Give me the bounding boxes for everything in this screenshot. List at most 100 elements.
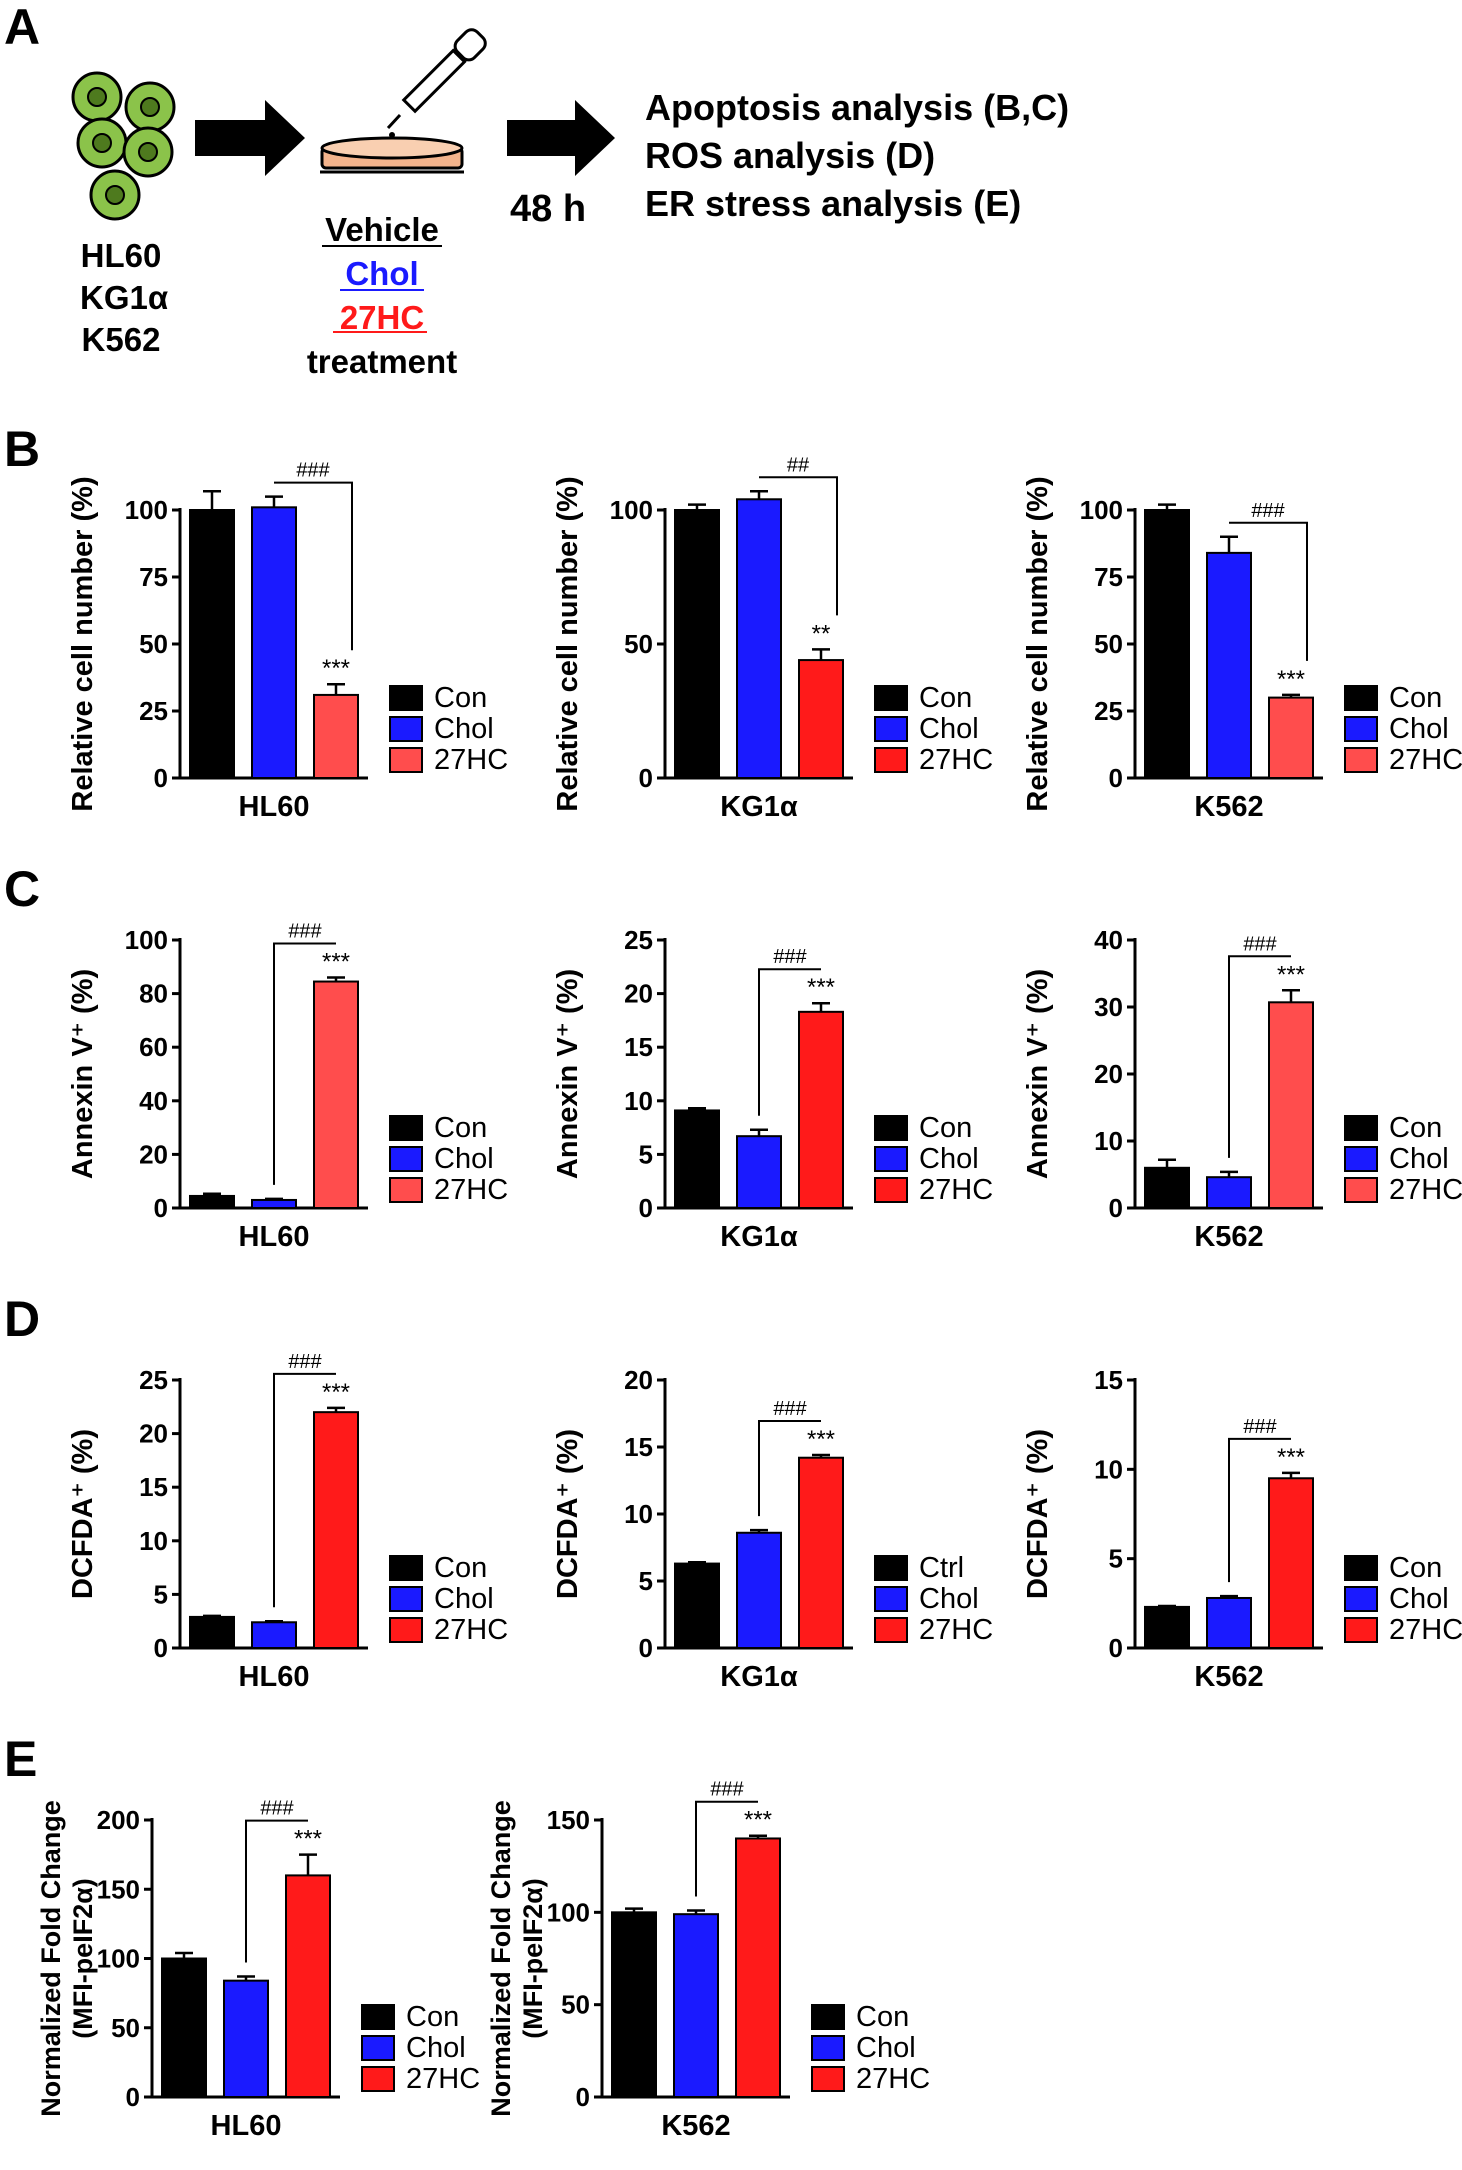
- chart-b-kg1a: Relative cell number (%) 0 50 100 KG1α ** ## Co…: [552, 454, 993, 823]
- panel-letter-c: C: [4, 861, 41, 917]
- y-tick-label: 0: [1109, 1193, 1123, 1223]
- chart-c-k562: Annexin V⁺ (%) 0 10 20 30 40 K562 ***### ConChol…: [1022, 925, 1462, 1253]
- bar-27hc: [798, 659, 844, 779]
- significance-hash: ###: [1251, 500, 1285, 522]
- legend-swatch: [361, 2004, 395, 2030]
- significance-stars: ***: [322, 655, 350, 682]
- y-axis-label: (MFI-peIF2α): [518, 1878, 548, 2039]
- bar-27hc: [735, 1837, 781, 2098]
- bar-chol: [1206, 1176, 1252, 1209]
- bar-27hc: [313, 1411, 359, 1649]
- y-axis-label: DCFDA⁺ (%): [552, 1429, 584, 1599]
- legend-label: Con: [434, 1112, 487, 1144]
- experiment-schema: [71, 28, 615, 333]
- legend-label: Chol: [919, 1143, 979, 1175]
- x-axis-label: KG1α: [720, 1221, 798, 1253]
- y-tick-label: 0: [639, 1193, 653, 1223]
- significance-bracket: [245, 1819, 308, 1963]
- x-axis-label: HL60: [239, 791, 310, 823]
- legend-swatch: [874, 1586, 908, 1612]
- legend-label: 27HC: [1389, 1174, 1462, 1206]
- y-axis-label: Relative cell number (%): [552, 476, 584, 811]
- legend-swatch: [811, 2004, 845, 2030]
- legend-label: 27HC: [919, 1174, 993, 1206]
- analysis-item: ROS analysis (D): [645, 135, 936, 176]
- significance-stars: ***: [807, 974, 835, 1001]
- x-axis-label: K562: [661, 2110, 730, 2142]
- y-tick-label: 15: [624, 1032, 653, 1062]
- significance-hash: ###: [296, 460, 330, 482]
- y-tick-label: 50: [139, 629, 168, 659]
- legend-swatch: [389, 716, 423, 742]
- legend-swatch: [361, 2066, 395, 2092]
- y-tick-label: 20: [624, 979, 653, 1009]
- chart-c-kg1a: Annexin V⁺ (%) 0 5 10 15 20 25 KG1α ***### ConCho…: [552, 925, 993, 1253]
- legend-label: 27HC: [919, 744, 993, 776]
- significance-stars: ***: [807, 1426, 835, 1453]
- y-tick-label: 150: [547, 1805, 590, 1835]
- y-tick-label: 75: [139, 562, 168, 592]
- bar-chol: [736, 498, 782, 780]
- significance-bracket: [1229, 521, 1308, 661]
- legend-swatch: [874, 716, 908, 742]
- y-tick-label: 15: [139, 1472, 168, 1502]
- significance-bracket: [695, 1800, 758, 1897]
- y-tick-label: 5: [1109, 1544, 1123, 1574]
- x-axis-label: HL60: [239, 1661, 310, 1693]
- bar-con: [1144, 1605, 1190, 1650]
- bar-chol: [251, 1198, 297, 1209]
- chart-e-k562: Normalized Fold Change (MFI-peIF2α) 0 50 100…: [486, 1779, 930, 2142]
- y-tick-label: 10: [1094, 1126, 1123, 1156]
- bar-chol: [736, 1135, 782, 1209]
- bar-con: [189, 1194, 235, 1210]
- panel-letter-b: B: [4, 421, 41, 477]
- bar-chol: [1206, 1596, 1252, 1649]
- x-axis-label: K562: [1194, 791, 1263, 823]
- legend-label: Chol: [1389, 713, 1449, 745]
- dropper-icon: [386, 28, 487, 138]
- bar-con: [1144, 1166, 1190, 1209]
- legend-swatch: [874, 747, 908, 773]
- bar-chol: [251, 1621, 297, 1650]
- y-axis-label: Relative cell number (%): [67, 476, 99, 811]
- legend-label: 27HC: [434, 1174, 508, 1206]
- significance-bracket: [273, 942, 336, 1185]
- legend-label: 27HC: [856, 2063, 930, 2095]
- legend-swatch: [389, 1586, 423, 1612]
- x-axis-label: KG1α: [720, 791, 798, 823]
- significance-stars: ***: [1277, 961, 1305, 988]
- significance-bracket: [274, 481, 353, 651]
- legend-swatch: [874, 1555, 908, 1581]
- legend-label: Chol: [434, 713, 494, 745]
- y-tick-label: 80: [139, 979, 168, 1009]
- legend-swatch: [874, 1146, 908, 1172]
- bar-con: [611, 1911, 657, 2098]
- legend-label: Con: [1389, 682, 1442, 714]
- y-tick-label: 30: [1094, 992, 1123, 1022]
- bar-con: [189, 509, 235, 779]
- legend-swatch: [389, 1617, 423, 1643]
- legend-swatch: [1344, 1617, 1378, 1643]
- y-tick-label: 60: [139, 1032, 168, 1062]
- y-tick-label: 25: [139, 1365, 168, 1395]
- legend-swatch: [1344, 1115, 1378, 1141]
- legend-swatch: [1344, 716, 1378, 742]
- legend-label: Chol: [856, 2032, 916, 2064]
- legend-label: 27HC: [406, 2063, 480, 2095]
- y-tick-label: 25: [1094, 696, 1123, 726]
- y-tick-label: 50: [561, 1990, 590, 2020]
- legend-swatch: [1344, 685, 1378, 711]
- significance-hash: ###: [773, 946, 807, 968]
- panel-letter-e: E: [4, 1731, 38, 1787]
- significance-hash: ###: [1243, 1416, 1277, 1438]
- y-tick-label: 20: [624, 1365, 653, 1395]
- legend-label: Chol: [1389, 1583, 1449, 1615]
- legend-swatch: [811, 2035, 845, 2061]
- legend-swatch: [874, 1115, 908, 1141]
- y-tick-label: 100: [125, 495, 168, 525]
- y-tick-label: 100: [125, 925, 168, 955]
- x-axis-label: KG1α: [720, 1661, 798, 1693]
- y-tick-label: 40: [1094, 925, 1123, 955]
- cell-lines-list: HL60 KG1α K562: [80, 235, 168, 361]
